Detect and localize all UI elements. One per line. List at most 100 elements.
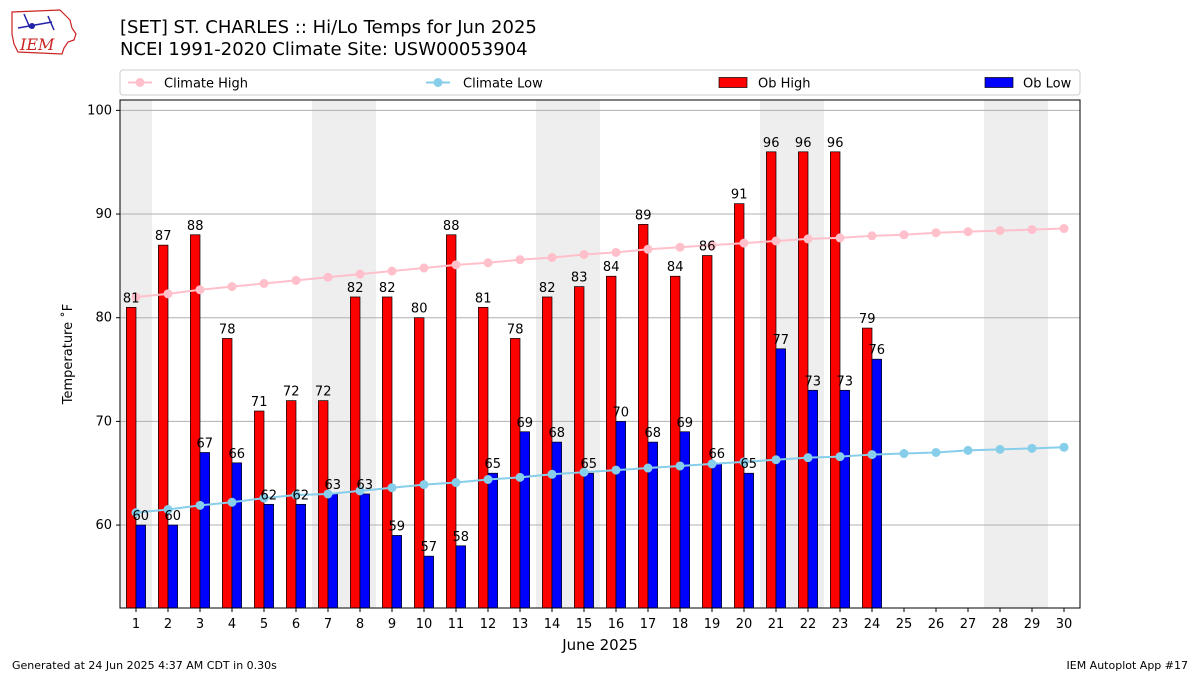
climate-high-point [291, 275, 301, 285]
ob-low-label: 66 [229, 447, 246, 462]
ob-high-label: 81 [475, 291, 492, 306]
ob-low-bar [551, 441, 562, 609]
ob-high-bar [862, 327, 873, 609]
chart-subtitle: NCEI 1991-2020 Climate Site: USW00053904 [120, 39, 528, 60]
x-tick-label: 29 [1024, 617, 1041, 632]
ob-low-bar [711, 462, 722, 609]
legend-box [119, 69, 1081, 96]
ob-low-label: 70 [613, 405, 630, 420]
ob-low-label: 63 [325, 478, 342, 493]
ob-low-label: 68 [645, 426, 662, 441]
climate-low-point [643, 463, 653, 473]
climate-low-point [739, 457, 749, 467]
legend-climate-high-marker [135, 78, 145, 87]
ob-high-label: 86 [699, 240, 716, 255]
climate-low-point [963, 445, 973, 455]
ob-low-bar [295, 503, 306, 609]
ob-high-label: 79 [859, 312, 876, 327]
x-tick-label: 1 [132, 617, 140, 632]
ob-low-bar [423, 555, 434, 609]
climate-high-point [483, 258, 493, 268]
plot-frame [119, 99, 1081, 609]
y-tick-label: 100 [87, 103, 112, 118]
climate-low-point [515, 472, 525, 482]
climate-high-point [995, 226, 1005, 236]
legend-climate-low-label: Climate Low [463, 77, 543, 92]
x-tick-label: 30 [1056, 617, 1073, 632]
ob-high-label: 88 [187, 219, 204, 234]
ob-high-label: 84 [603, 260, 620, 275]
climate-high-point [323, 272, 333, 282]
climate-low-point [547, 469, 557, 479]
x-tick-label: 7 [324, 617, 332, 632]
climate-high-point [675, 242, 685, 252]
climate-low-point [323, 489, 333, 499]
y-tick-label: 60 [95, 518, 112, 533]
climate-high-point [899, 230, 909, 240]
x-tick-label: 4 [228, 617, 236, 632]
ob-high-bar [382, 296, 393, 609]
climate-low-point [803, 453, 813, 463]
ob-high-bar [702, 255, 713, 609]
climate-low-point [931, 447, 941, 457]
climate-low-point [771, 455, 781, 465]
x-tick-label: 19 [704, 617, 721, 632]
ob-high-bar [606, 275, 617, 609]
x-tick-label: 21 [768, 617, 785, 632]
legend-ob-low-label: Ob Low [1023, 77, 1072, 92]
ob-high-label: 87 [155, 229, 172, 244]
climate-high-point [1059, 224, 1069, 234]
ob-high-bar [286, 400, 297, 609]
ob-high-bar [222, 338, 233, 609]
ob-low-label: 76 [869, 343, 886, 358]
ob-high-label: 81 [123, 291, 140, 306]
ob-high-bar [158, 244, 169, 609]
ob-high-label: 82 [379, 281, 396, 296]
x-tick-label: 3 [196, 617, 204, 632]
climate-high-point [931, 228, 941, 238]
chart-title: [SET] ST. CHARLES :: Hi/Lo Temps for Jun… [120, 17, 537, 38]
ob-low-bar [807, 389, 818, 609]
climate-low-point [579, 467, 589, 477]
ob-high-bar [254, 410, 265, 609]
ob-low-bar [327, 493, 338, 609]
ob-high-bar [126, 306, 137, 609]
climate-high-point [707, 240, 717, 250]
generated-note: Generated at 24 Jun 2025 4:37 AM CDT in … [12, 659, 277, 672]
legend-ob-low-swatch [984, 77, 1014, 88]
ob-low-label: 65 [581, 457, 598, 472]
climate-low-point [611, 465, 621, 475]
climate-high-point [579, 249, 589, 259]
ob-low-label: 73 [837, 374, 854, 389]
climate-low-point [1059, 442, 1069, 452]
ob-high-bar [766, 151, 777, 609]
iem-logo: IEM [8, 6, 80, 58]
x-tick-label: 5 [260, 617, 268, 632]
ob-high-label: 82 [539, 281, 556, 296]
ob-low-bar [519, 431, 530, 609]
ob-high-label: 82 [347, 281, 364, 296]
y-axis-label: Temperature ˚F [60, 304, 76, 405]
ob-low-label: 57 [421, 540, 438, 555]
climate-low-point [835, 452, 845, 462]
x-tick-label: 9 [388, 617, 396, 632]
ob-high-label: 96 [795, 136, 812, 151]
ob-low-label: 62 [261, 488, 278, 503]
ob-low-bar [871, 358, 882, 609]
x-tick-label: 26 [928, 617, 945, 632]
climate-high-point [227, 282, 237, 292]
x-tick-label: 12 [480, 617, 497, 632]
ob-low-bar [583, 472, 594, 609]
x-tick-label: 14 [544, 617, 561, 632]
ob-high-bar [638, 224, 649, 609]
ob-high-label: 96 [763, 136, 780, 151]
ob-high-label: 89 [635, 208, 652, 223]
ob-low-bar [679, 431, 690, 609]
ob-high-label: 80 [411, 302, 428, 317]
ob-high-bar [542, 296, 553, 609]
x-tick-label: 8 [356, 617, 364, 632]
climate-low-point [675, 461, 685, 471]
climate-high-point [355, 269, 365, 279]
climate-low-point [707, 459, 717, 469]
climate-high-point [387, 266, 397, 276]
